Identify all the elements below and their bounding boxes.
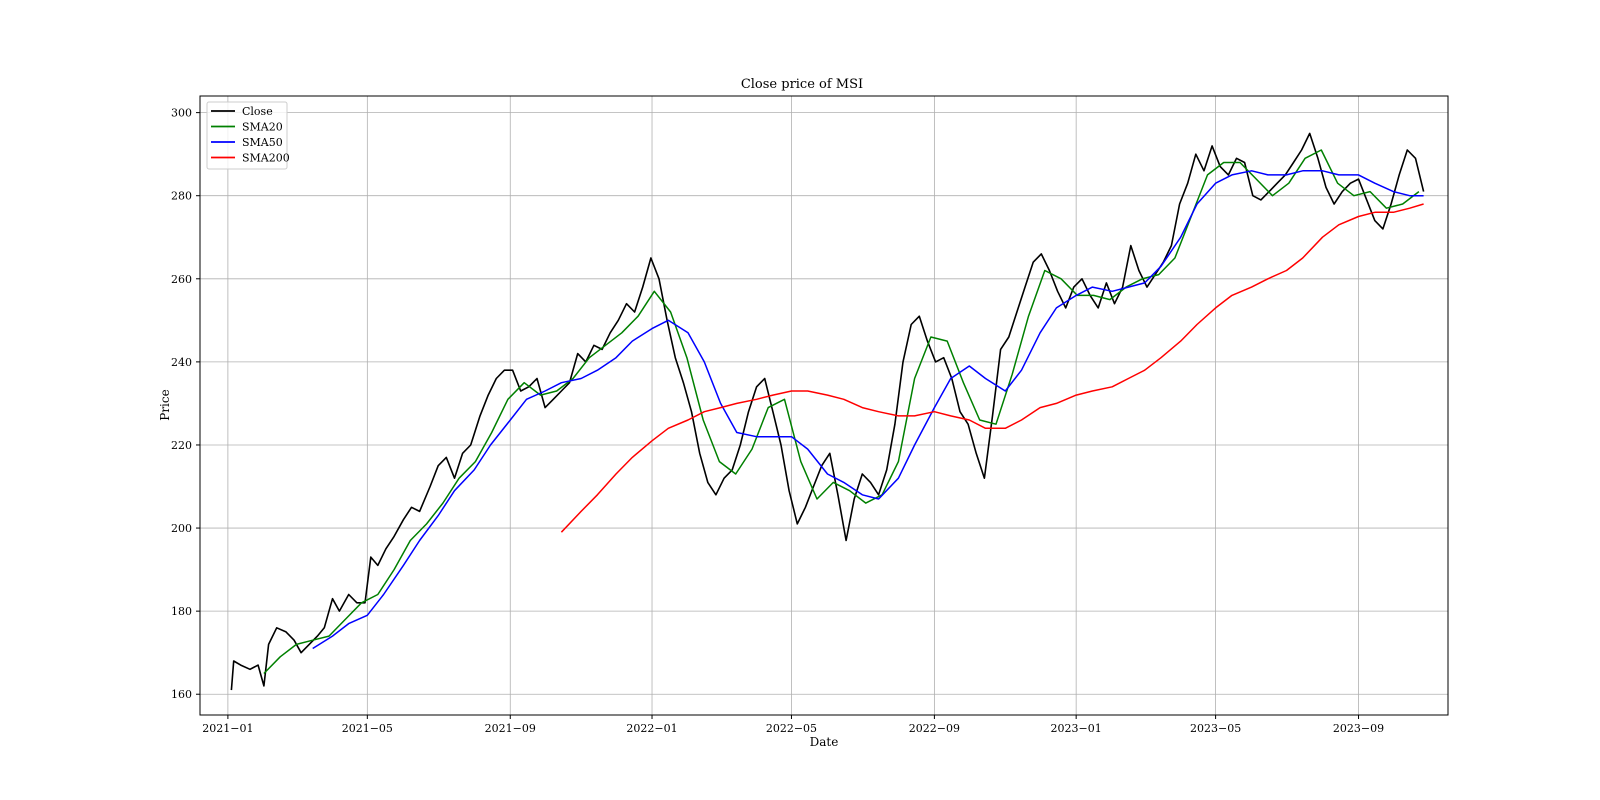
series-line-close [230, 132, 1425, 691]
x-axis-label: Date [810, 735, 839, 749]
legend-label-sma200: SMA200 [242, 152, 290, 165]
y-tick-label: 200 [171, 522, 192, 535]
x-tick-label: 2021−09 [485, 722, 536, 735]
series-line-sma200 [560, 203, 1424, 533]
y-tick-label: 280 [171, 190, 192, 203]
legend: Close SMA20 SMA50 SMA200 [206, 101, 290, 170]
grid [200, 96, 1448, 715]
plot-frame [199, 95, 1449, 716]
y-tick-label: 260 [171, 273, 192, 286]
legend-label-sma50: SMA50 [242, 136, 283, 149]
y-tick-label: 180 [171, 605, 192, 618]
y-tick-label: 240 [171, 356, 192, 369]
y-tick-label: 220 [171, 439, 192, 452]
x-axis: 2021−01 2021−05 2021−09 2022−01 2022−05 2022−… [202, 715, 1384, 735]
y-tick-label: 300 [171, 107, 192, 120]
series-layer [230, 132, 1425, 691]
y-axis: 160 180 200 220 240 260 280 300 [171, 107, 200, 701]
y-axis-label: Price [158, 389, 172, 420]
y-tick-label: 160 [171, 688, 192, 701]
series-line-sma20 [263, 149, 1420, 675]
x-tick-label: 2023−09 [1333, 722, 1384, 735]
series-line-sma50 [312, 170, 1424, 650]
legend-label-close: Close [242, 105, 273, 118]
x-tick-label: 2021−01 [202, 722, 253, 735]
x-tick-label: 2023−05 [1190, 722, 1241, 735]
x-tick-label: 2022−01 [626, 722, 677, 735]
x-tick-label: 2022−05 [766, 722, 817, 735]
chart-title: Close price of MSI [741, 77, 863, 92]
legend-box [206, 101, 288, 170]
x-tick-label: 2021−05 [342, 722, 393, 735]
x-tick-label: 2022−09 [909, 722, 960, 735]
x-tick-label: 2023−01 [1051, 722, 1102, 735]
legend-label-sma20: SMA20 [242, 121, 283, 134]
